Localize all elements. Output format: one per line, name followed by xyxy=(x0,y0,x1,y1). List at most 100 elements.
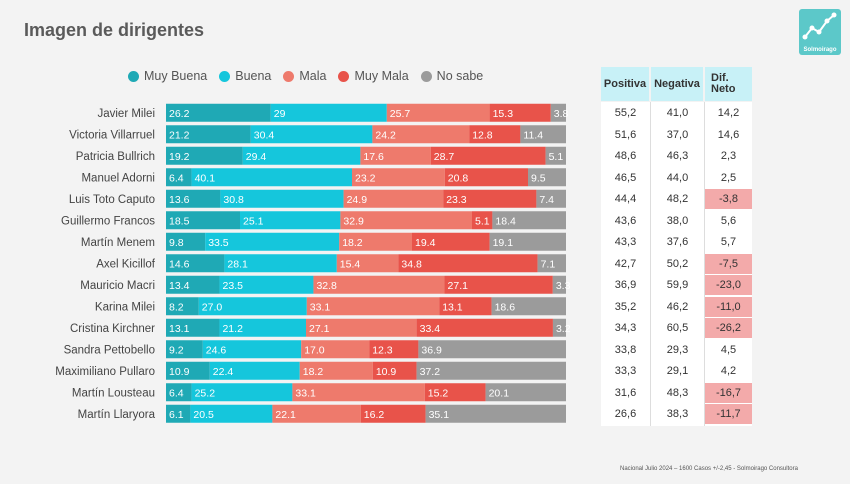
bar-value-label: 17.6 xyxy=(363,151,384,163)
bar-value-label: 15.2 xyxy=(428,387,449,399)
bar-segment xyxy=(443,189,537,208)
table-cell-positiva: 48,6 xyxy=(614,150,637,162)
bar-segment xyxy=(191,383,293,402)
bar-segment xyxy=(166,168,192,187)
bar-segment xyxy=(489,232,566,251)
category-label: Karina Milei xyxy=(95,301,155,313)
bar-segment xyxy=(430,146,546,165)
table-cell-dif: -26,2 xyxy=(705,318,752,338)
legend-label: Buena xyxy=(235,69,272,83)
bar-value-label: 9.8 xyxy=(169,237,184,249)
header-positiva: Positiva xyxy=(601,67,649,101)
bar-segment xyxy=(166,318,220,337)
bar-segment xyxy=(360,404,426,423)
bar-segment xyxy=(250,125,373,144)
bar-segment xyxy=(209,361,300,380)
legend-label: No sabe xyxy=(436,69,484,83)
bar-value-label: 9.2 xyxy=(169,344,184,356)
bar-value-label: 18.5 xyxy=(169,215,190,227)
bar-value-label: 12.8 xyxy=(472,129,493,141)
bar-segment xyxy=(166,404,191,423)
legend-label: Muy Mala xyxy=(354,69,409,83)
bar-segment xyxy=(360,146,431,165)
bar-value-label: 30.4 xyxy=(254,129,275,141)
table-cell-positiva: 33,3 xyxy=(614,365,637,377)
legend-item: Mala xyxy=(283,69,326,83)
bar-value-label: 3.3 xyxy=(556,280,571,292)
bar-segment xyxy=(552,275,566,294)
table-cell-positiva: 43,6 xyxy=(614,214,637,227)
bar-segment xyxy=(166,103,271,122)
bar-value-label: 25.7 xyxy=(390,108,411,120)
category-label: Cristina Kirchner xyxy=(70,323,155,335)
bar-value-label: 33.5 xyxy=(208,237,229,249)
bar-segment xyxy=(205,232,340,251)
bar-segment xyxy=(190,404,273,423)
table-divider xyxy=(650,102,651,426)
bar-value-label: 26.2 xyxy=(169,108,190,120)
bar-value-label: 32.8 xyxy=(316,280,337,292)
bar-value-label: 7.4 xyxy=(539,194,554,206)
bar-value-label: 10.9 xyxy=(376,366,397,378)
bar-value-label: 33.1 xyxy=(310,301,331,313)
table-cell-negativa: 59,9 xyxy=(666,279,689,291)
bar-value-label: 16.2 xyxy=(364,409,385,421)
bar-segment xyxy=(240,211,341,230)
bar-value-label: 13.1 xyxy=(442,301,463,313)
bar-segment xyxy=(545,146,566,165)
bar-value-label: 23.3 xyxy=(446,194,467,206)
bar-value-label: 20.5 xyxy=(193,409,214,421)
bar-value-label: 24.6 xyxy=(206,344,227,356)
bar-value-label: 5.1 xyxy=(475,215,490,227)
footer-note: Nacional Julio 2024 – 1600 Casos +/-2,45… xyxy=(620,466,798,472)
category-label: Axel Kicillof xyxy=(96,258,156,270)
legend-label: Muy Buena xyxy=(144,69,208,83)
bar-value-label: 18.6 xyxy=(495,301,516,313)
bar-value-label: 23.2 xyxy=(355,172,376,184)
bar-value-label: 13.6 xyxy=(169,194,190,206)
header-dif-neto: Dif. Neto xyxy=(705,67,752,101)
bar-value-label: 21.2 xyxy=(169,129,190,141)
bar-segment xyxy=(336,254,399,273)
legend-swatch xyxy=(420,70,432,82)
category-label: Martín Llaryora xyxy=(78,409,156,421)
bar-segment xyxy=(416,318,553,337)
category-label: Javier Milei xyxy=(97,108,155,120)
header-positiva-label: Positiva xyxy=(603,77,647,90)
table-cell-dif: 4,5 xyxy=(720,343,737,356)
chart-legend: Muy Buena Buena Mala Muy Mala No sabe xyxy=(128,68,483,84)
bar-segment xyxy=(270,103,387,122)
category-label: Manuel Adorni xyxy=(81,172,155,184)
table-cell-dif: -11,0 xyxy=(705,296,752,317)
bar-segment xyxy=(166,275,220,294)
bar-value-label: 22.1 xyxy=(275,409,296,421)
table-cell-positiva: 33,8 xyxy=(614,343,637,356)
table-cell-negativa: 41,0 xyxy=(666,107,689,119)
category-label: Sandra Pettobello xyxy=(64,344,155,356)
table-cell-dif: 14,2 xyxy=(717,107,740,119)
bar-value-label: 30.8 xyxy=(223,194,244,206)
bar-segment xyxy=(220,189,344,208)
bar-segment xyxy=(439,297,492,316)
bar-value-label: 18.2 xyxy=(342,237,363,249)
header-negativa-label: Negativa xyxy=(654,77,700,90)
bar-value-label: 3.8 xyxy=(554,108,569,120)
bar-value-label: 20.8 xyxy=(448,172,469,184)
bar-value-label: 28.7 xyxy=(434,151,455,163)
bar-value-label: 19.4 xyxy=(415,237,436,249)
category-label: Guillermo Francos xyxy=(61,215,155,227)
bar-value-label: 15.4 xyxy=(340,258,361,270)
bar-value-label: 29 xyxy=(274,108,286,120)
bar-segment xyxy=(219,275,314,294)
bar-value-label: 6.4 xyxy=(169,387,184,399)
bar-value-label: 6.1 xyxy=(169,409,184,421)
bar-value-label: 19.1 xyxy=(493,237,514,249)
legend-swatch xyxy=(219,70,231,82)
category-label: Mauricio Macri xyxy=(80,280,155,292)
bar-segment xyxy=(485,383,566,402)
bar-value-label: 23.5 xyxy=(223,280,244,292)
bar-segment xyxy=(552,318,566,337)
bar-segment xyxy=(398,254,538,273)
category-label: Martín Menem xyxy=(81,237,155,249)
bar-segment xyxy=(536,189,566,208)
